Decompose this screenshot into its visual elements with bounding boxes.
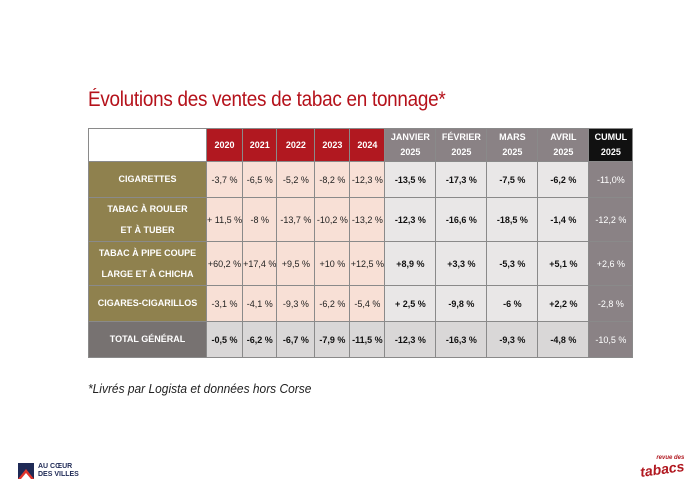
year-value-cell: -6,7 % <box>276 321 316 358</box>
col-month-name: MARS <box>499 132 526 142</box>
month-value-cell: -1,4 % <box>537 197 590 242</box>
year-value-cell: -11,5 % <box>349 321 386 358</box>
col-year: 2022 <box>276 128 316 162</box>
footnote: *Livrés par Logista et données hors Cors… <box>88 381 312 396</box>
cumul-value-cell: -11,0% <box>588 161 634 198</box>
month-value-cell: -16,3 % <box>435 321 488 358</box>
col-month: AVRIL 2025 <box>537 128 590 162</box>
year-value-cell: -6,2 % <box>242 321 278 358</box>
au-coeur-des-villes-logo: AU CŒUR DES VILLES <box>18 463 79 479</box>
row-label: TABAC À ROULER ET À TUBER <box>88 197 207 242</box>
year-value-cell: +60,2 % <box>205 241 244 286</box>
col-month: JANVIER 2025 <box>384 128 437 162</box>
year-value-cell: -9,3 % <box>276 285 316 322</box>
col-year: 2024 <box>349 128 386 162</box>
col-month-year: 2025 <box>553 147 574 157</box>
month-value-cell: -12,3 % <box>384 321 437 358</box>
month-value-cell: -13,5 % <box>384 161 437 198</box>
year-value-cell: -3,1 % <box>205 285 244 322</box>
month-value-cell: -9,8 % <box>435 285 488 322</box>
logo-text: AU CŒUR DES VILLES <box>38 463 79 479</box>
row-label-line: TOTAL GÉNÉRAL <box>109 334 186 344</box>
col-month: MARS 2025 <box>486 128 539 162</box>
year-value-cell: -6,2 % <box>314 285 351 322</box>
col-cumul: CUMUL 2025 <box>588 128 634 162</box>
col-cumul-name: CUMUL <box>594 132 628 142</box>
year-value-cell: -0,5 % <box>205 321 244 358</box>
month-value-cell: +5,1 % <box>537 241 590 286</box>
table-row: CIGARES-CIGARILLOS -3,1 % -4,1 % -9,3 % -6,2… <box>88 285 634 322</box>
cumul-value-cell: -10,5 % <box>588 321 634 358</box>
month-value-cell: -16,6 % <box>435 197 488 242</box>
month-value-cell: -18,5 % <box>486 197 539 242</box>
year-value-cell: + 11,5 % <box>205 197 244 242</box>
table-row: CIGARETTES -3,7 % -6,5 % -5,2 % -8,2 % -12,3 … <box>88 161 634 198</box>
row-label-line: TABAC À PIPE COUPE <box>98 247 197 258</box>
col-month-name: FÉVRIER <box>441 132 481 142</box>
year-value-cell: +17,4 % <box>242 241 278 286</box>
row-label: TABAC À PIPE COUPE LARGE ET À CHICHA <box>88 241 207 286</box>
month-value-cell: -12,3 % <box>384 197 437 242</box>
year-value-cell: +10 % <box>314 241 351 286</box>
row-label: CIGARETTES <box>88 161 207 198</box>
year-value-cell: -13,2 % <box>349 197 386 242</box>
logo-text-line: AU CŒUR <box>38 463 73 470</box>
year-value-cell: -8 % <box>242 197 278 242</box>
col-month: FÉVRIER 2025 <box>435 128 488 162</box>
year-value-cell: -3,7 % <box>205 161 244 198</box>
year-value-cell: +12,5 % <box>349 241 386 286</box>
year-value-cell: -7,9 % <box>314 321 351 358</box>
row-label-line: CIGARETTES <box>118 174 177 184</box>
sales-table: 2020 2021 2022 2023 2024 JANVIER 2025 FÉV… <box>88 128 634 358</box>
row-label: TOTAL GÉNÉRAL <box>88 321 207 358</box>
revue-des-tabacs-logo: revue des tabacs <box>639 455 685 480</box>
year-value-cell: -5,2 % <box>276 161 316 198</box>
month-value-cell: -5,3 % <box>486 241 539 286</box>
month-value-cell: -7,5 % <box>486 161 539 198</box>
month-value-cell: +8,9 % <box>384 241 437 286</box>
table-row: TABAC À ROULER ET À TUBER + 11,5 % -8 % -13,… <box>88 197 634 242</box>
month-value-cell: -9,3 % <box>486 321 539 358</box>
cumul-value-cell: -2,8 % <box>588 285 634 322</box>
col-month-name: AVRIL <box>550 132 577 142</box>
logo-mark-icon <box>18 463 34 479</box>
row-label-line: CIGARES-CIGARILLOS <box>97 298 198 308</box>
month-value-cell: -6 % <box>486 285 539 322</box>
col-month-year: 2025 <box>400 147 421 157</box>
row-label-line: TABAC À ROULER <box>107 203 188 214</box>
col-month-name: JANVIER <box>390 132 430 142</box>
month-value-cell: -6,2 % <box>537 161 590 198</box>
cumul-value-cell: +2,6 % <box>588 241 634 286</box>
col-month-year: 2025 <box>502 147 523 157</box>
year-value-cell: -10,2 % <box>314 197 351 242</box>
year-value-cell: +9,5 % <box>276 241 316 286</box>
month-value-cell: +3,3 % <box>435 241 488 286</box>
row-label: CIGARES-CIGARILLOS <box>88 285 207 322</box>
col-year: 2020 <box>205 128 244 162</box>
month-value-cell: +2,2 % <box>537 285 590 322</box>
header-row: 2020 2021 2022 2023 2024 JANVIER 2025 FÉV… <box>88 128 634 162</box>
page-title: Évolutions des ventes de tabac en tonnag… <box>88 88 446 111</box>
year-value-cell: -4,1 % <box>242 285 278 322</box>
year-value-cell: -8,2 % <box>314 161 351 198</box>
year-value-cell: -6,5 % <box>242 161 278 198</box>
year-value-cell: -13,7 % <box>276 197 316 242</box>
table-row: TABAC À PIPE COUPE LARGE ET À CHICHA +60,2… <box>88 241 634 286</box>
header-blank <box>88 128 207 162</box>
month-value-cell: + 2,5 % <box>384 285 437 322</box>
total-row: TOTAL GÉNÉRAL -0,5 % -6,2 % -6,7 % -7,9 % -11… <box>88 321 634 358</box>
cumul-value-cell: -12,2 % <box>588 197 634 242</box>
col-year: 2023 <box>314 128 351 162</box>
col-month-year: 2025 <box>451 147 472 157</box>
month-value-cell: -4,8 % <box>537 321 590 358</box>
col-year: 2021 <box>242 128 278 162</box>
month-value-cell: -17,3 % <box>435 161 488 198</box>
logo-small-text: revue des <box>656 455 685 461</box>
row-label-line: ET À TUBER <box>120 224 175 235</box>
logo-text-line: DES VILLES <box>38 471 79 478</box>
row-label-line: LARGE ET À CHICHA <box>101 268 194 279</box>
col-cumul-year: 2025 <box>600 147 621 157</box>
year-value-cell: -5,4 % <box>349 285 386 322</box>
year-value-cell: -12,3 % <box>349 161 386 198</box>
